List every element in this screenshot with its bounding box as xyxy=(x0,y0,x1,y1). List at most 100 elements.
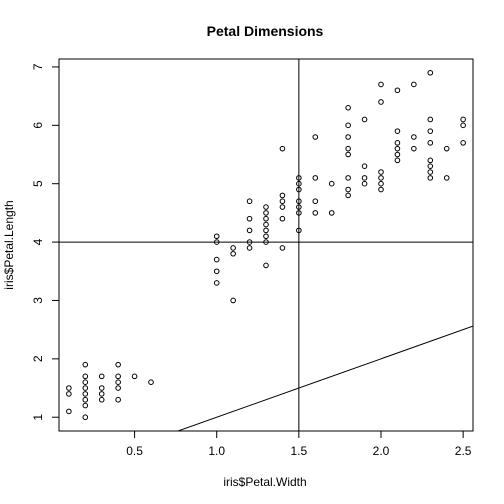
data-point xyxy=(279,215,286,222)
data-point xyxy=(345,145,351,152)
data-point xyxy=(361,175,368,181)
data-point xyxy=(394,145,401,152)
data-point xyxy=(443,175,450,181)
data-point xyxy=(98,373,105,380)
data-point xyxy=(345,151,351,158)
x-tick-label: 2.0 xyxy=(373,444,390,458)
data-point xyxy=(443,145,450,152)
data-point xyxy=(82,373,89,380)
data-point xyxy=(82,396,89,403)
data-point xyxy=(460,116,466,123)
x-tick-label: 1.5 xyxy=(291,444,308,458)
data-point xyxy=(394,87,401,94)
data-point xyxy=(378,99,384,105)
data-point xyxy=(213,268,220,275)
data-point xyxy=(82,385,89,391)
data-point xyxy=(230,245,236,251)
data-point xyxy=(279,145,286,152)
data-point xyxy=(115,385,121,391)
data-point xyxy=(411,145,417,152)
data-point xyxy=(328,210,335,216)
plot-area: 0.5 1.0 1.5 2.0 2.5 1 2 3 4 5 6 7 xyxy=(31,58,474,458)
data-point xyxy=(279,198,286,205)
y-tick-label: 1 xyxy=(31,414,45,421)
x-tick-label: 0.5 xyxy=(126,444,143,458)
data-point xyxy=(345,175,351,181)
data-point xyxy=(98,385,105,391)
data-point xyxy=(378,169,384,175)
data-point xyxy=(230,297,236,304)
data-point xyxy=(263,204,269,210)
data-point xyxy=(230,250,236,257)
data-point xyxy=(263,210,269,216)
data-point xyxy=(460,140,466,146)
data-point xyxy=(213,233,220,240)
data-point xyxy=(427,140,434,146)
data-point xyxy=(411,134,417,140)
data-point xyxy=(411,81,417,88)
data-point xyxy=(246,198,253,205)
data-point xyxy=(378,175,384,181)
x-tick-label: 1.0 xyxy=(208,444,225,458)
data-point xyxy=(213,256,220,263)
data-point xyxy=(361,163,368,169)
data-point xyxy=(312,210,319,216)
data-point xyxy=(427,116,434,123)
data-point xyxy=(361,116,368,123)
data-point xyxy=(82,361,89,368)
data-point xyxy=(394,140,401,146)
y-tick-label: 7 xyxy=(31,63,45,70)
data-point xyxy=(66,385,72,391)
data-point xyxy=(213,280,220,286)
data-point xyxy=(394,151,401,158)
data-point xyxy=(246,215,253,222)
data-point xyxy=(378,186,384,193)
data-point xyxy=(263,215,269,222)
data-point xyxy=(312,175,319,181)
y-tick-label: 5 xyxy=(31,180,45,187)
data-point xyxy=(82,391,89,397)
data-point xyxy=(98,396,105,403)
data-point xyxy=(279,245,286,251)
data-point xyxy=(345,122,351,129)
data-point xyxy=(427,157,434,164)
reference-line-diagonal xyxy=(176,325,473,431)
data-point xyxy=(361,180,368,187)
data-point xyxy=(115,379,121,385)
data-point xyxy=(427,175,434,181)
data-point xyxy=(427,69,434,76)
data-point xyxy=(378,81,384,88)
y-tick-label: 2 xyxy=(31,355,45,362)
plot-box xyxy=(58,58,474,432)
data-point xyxy=(263,221,269,228)
data-point xyxy=(148,379,154,385)
data-point xyxy=(279,204,286,210)
data-point xyxy=(82,402,89,409)
data-point xyxy=(345,105,351,111)
data-point xyxy=(115,396,121,403)
data-point xyxy=(460,122,466,129)
data-point xyxy=(82,414,89,421)
y-tick-label: 4 xyxy=(31,238,45,245)
data-point xyxy=(66,391,72,397)
data-point xyxy=(427,163,434,169)
data-point xyxy=(115,373,121,380)
data-point xyxy=(263,227,269,234)
data-point xyxy=(246,245,253,251)
data-point xyxy=(312,198,319,205)
data-point xyxy=(345,134,351,140)
chart-title: Petal Dimensions xyxy=(207,23,324,39)
data-point xyxy=(328,180,335,187)
data-point xyxy=(427,128,434,134)
data-point xyxy=(312,134,319,140)
y-tick-label: 3 xyxy=(31,297,45,304)
data-point xyxy=(66,408,72,415)
data-point xyxy=(115,361,121,368)
data-point xyxy=(263,262,269,269)
y-axis-label: iris$Petal.Length xyxy=(2,200,16,289)
data-point xyxy=(263,233,269,240)
data-point xyxy=(345,192,351,199)
x-axis-label: iris$Petal.Width xyxy=(223,475,306,489)
data-point xyxy=(345,186,351,193)
